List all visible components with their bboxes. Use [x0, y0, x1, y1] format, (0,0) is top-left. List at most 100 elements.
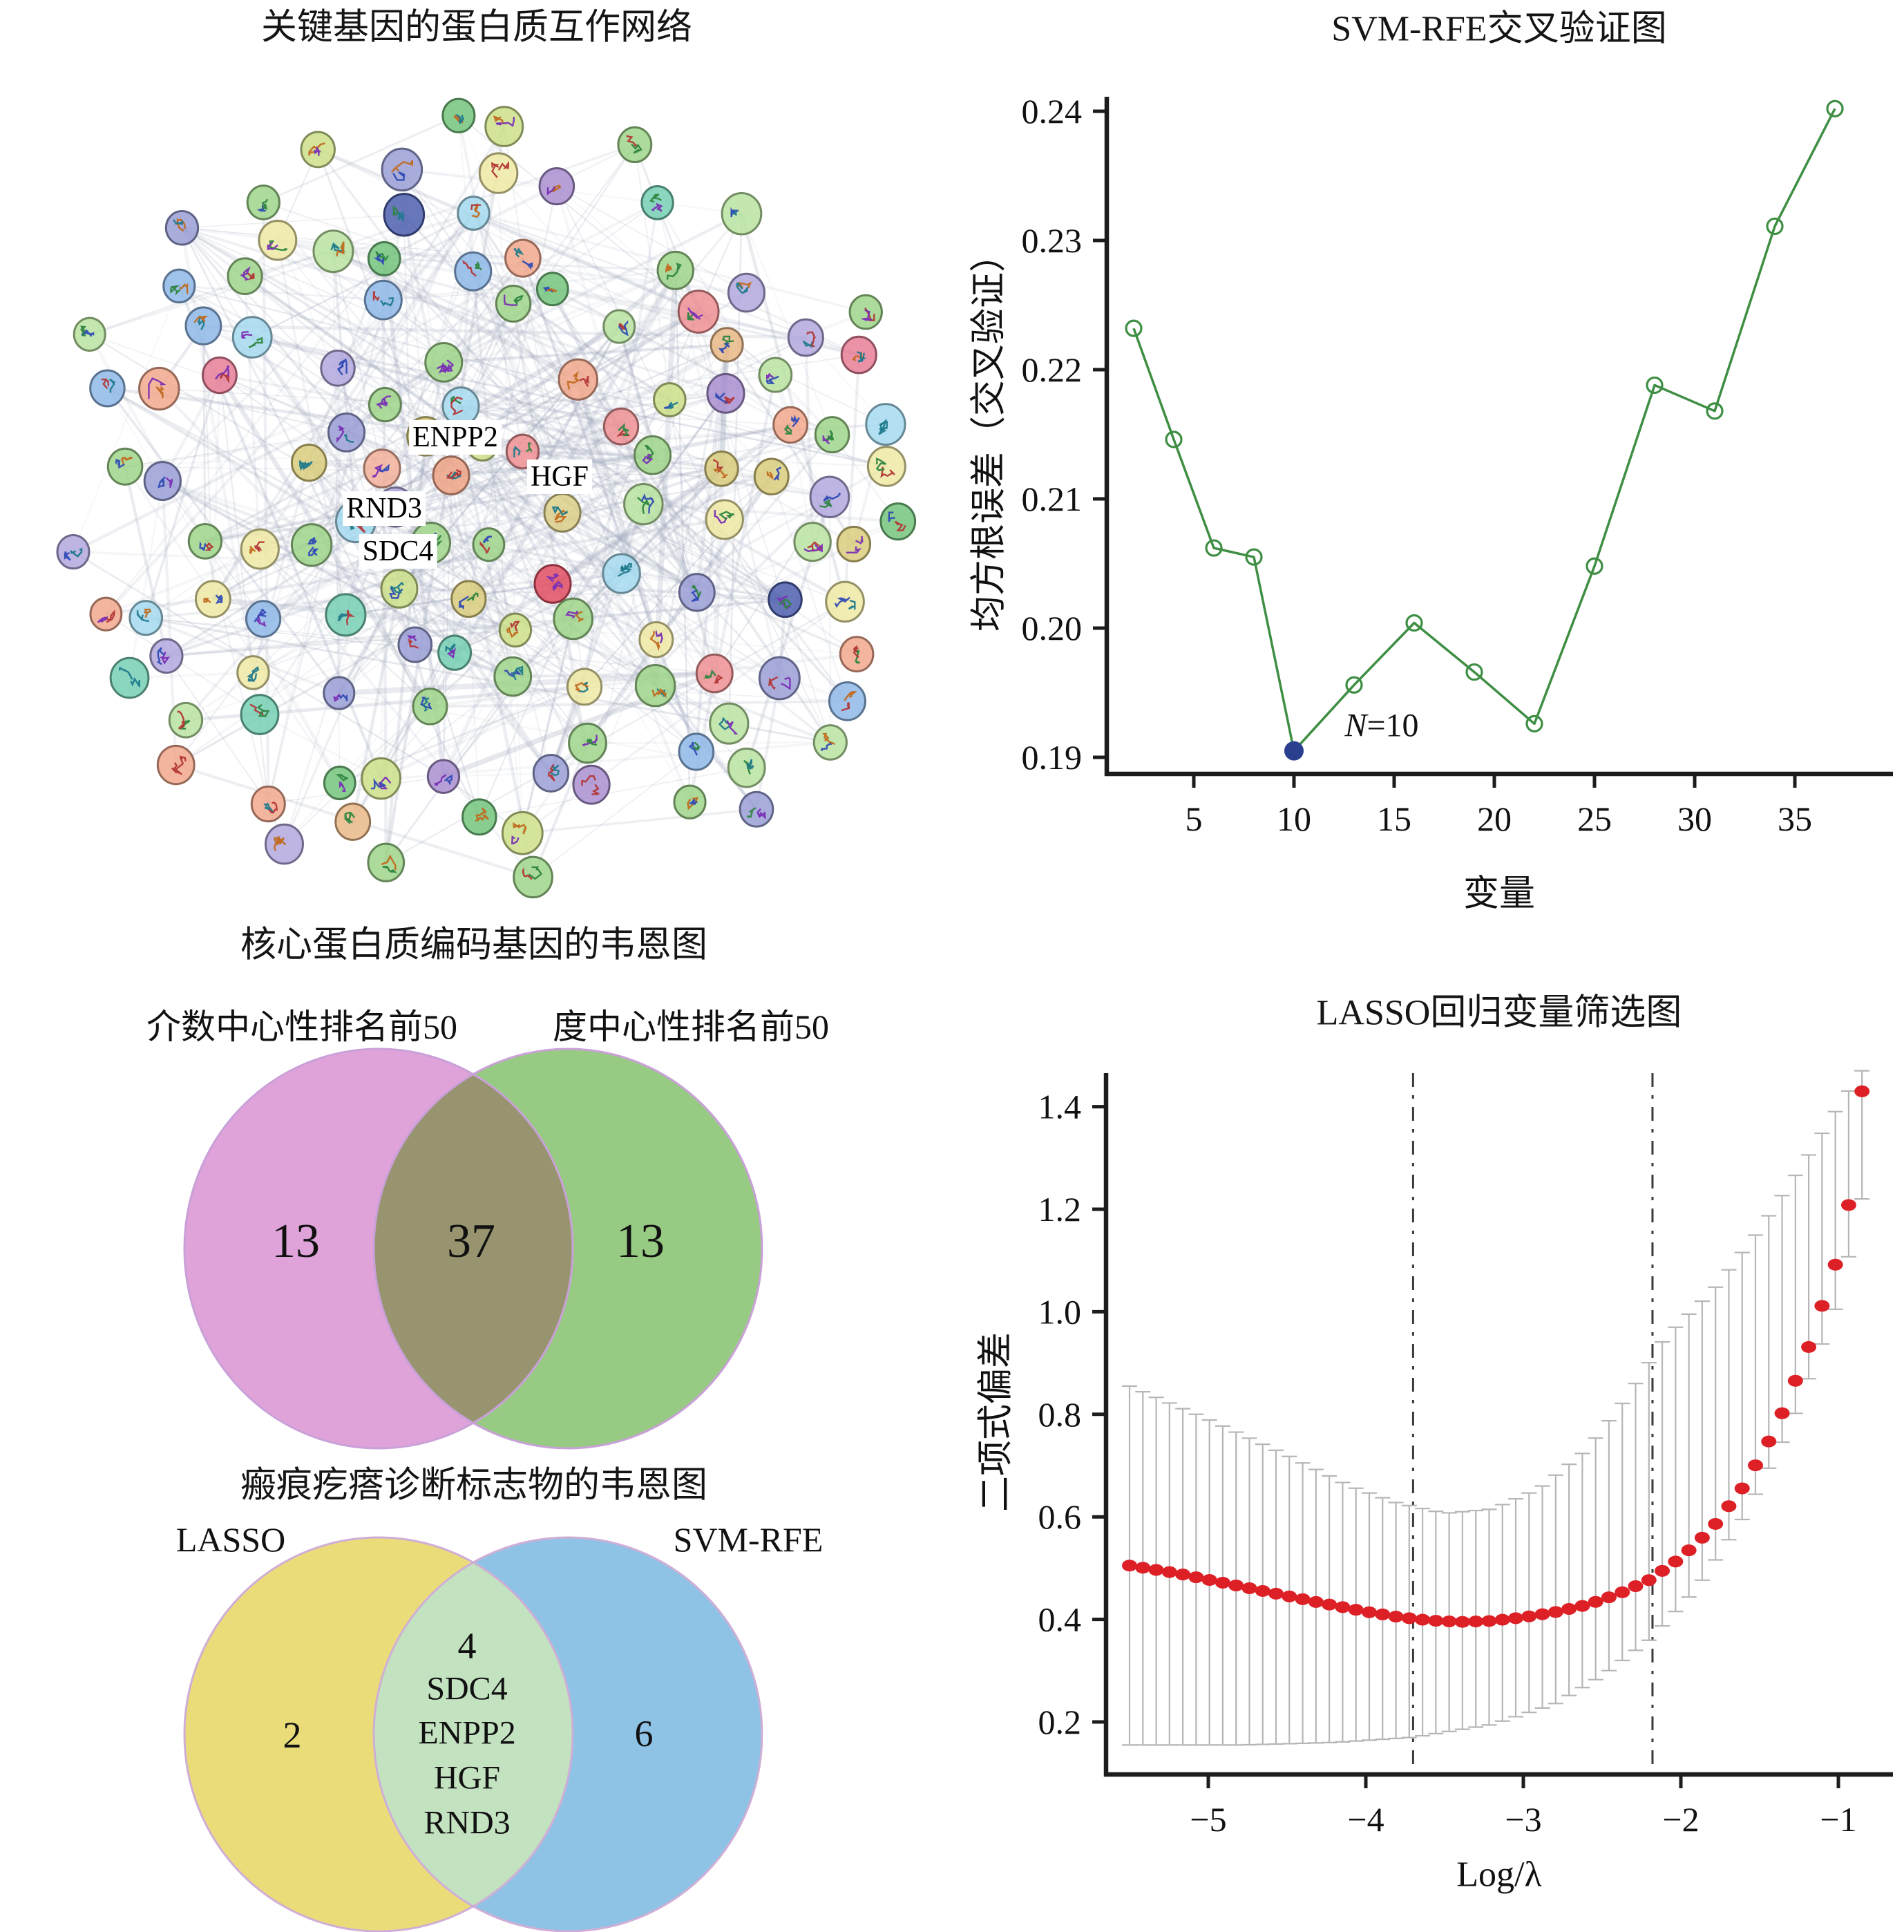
deviance-dot [1628, 1580, 1644, 1593]
protein-structure-squiggle [631, 143, 642, 154]
protein-node [363, 448, 401, 489]
network-edge [106, 387, 341, 694]
network-edge [251, 185, 558, 338]
network-edge [522, 450, 653, 457]
protein-structure-squiggle [546, 186, 556, 196]
network-edge [355, 433, 832, 522]
protein-structure-squiggle [691, 589, 700, 603]
protein-structure-squiggle [713, 467, 728, 478]
x-tick-label: −3 [1505, 1800, 1541, 1839]
protein-structure-squiggle [649, 631, 660, 652]
protein-node [706, 372, 745, 414]
y-tick-label: 0.23 [1022, 221, 1083, 260]
protein-structure-squiggle [730, 207, 739, 218]
protein-structure-squiggle [841, 701, 850, 712]
protein-structure-squiggle [493, 115, 504, 124]
deviance-dot [1255, 1584, 1270, 1597]
protein-structure-squiggle [689, 798, 698, 805]
y-tick-label: 0.19 [1022, 738, 1083, 777]
x-tick-label: 10 [1277, 799, 1311, 838]
protein-structure-squiggle [668, 401, 678, 409]
network-edge [161, 374, 221, 482]
protein-structure-squiggle [422, 697, 430, 712]
deviance-dot [1721, 1500, 1737, 1513]
protein-structure-squiggle [726, 720, 739, 735]
network-edge [332, 251, 357, 522]
network-edge [338, 344, 727, 369]
deviance-dot [1428, 1615, 1444, 1627]
protein-structure-squiggle [220, 372, 229, 384]
deviance-dot [1348, 1604, 1364, 1616]
protein-node [633, 435, 672, 475]
network-edge [276, 240, 347, 616]
protein-structure-squiggle [446, 468, 461, 480]
protein-structure-squiggle [254, 609, 267, 623]
protein-node [638, 621, 674, 659]
deviance-dot [1574, 1600, 1590, 1612]
protein-structure-squiggle [687, 307, 703, 320]
network-edge [202, 325, 207, 542]
protein-structure-squiggle [581, 775, 597, 786]
protein-structure-squiggle [344, 813, 353, 824]
deviance-dot [1241, 1582, 1257, 1594]
protein-node [194, 580, 231, 618]
network-edge [698, 310, 859, 357]
x-tick-label: 35 [1778, 799, 1812, 838]
x-tick-label: 5 [1186, 799, 1203, 838]
protein-node [848, 294, 883, 330]
data-point-marker [1245, 548, 1263, 566]
data-point-marker [1405, 614, 1423, 632]
protein-structure-squiggle [848, 599, 856, 610]
protein-structure-squiggle [269, 240, 288, 251]
protein-structure-squiggle [166, 477, 173, 489]
protein-structure-squiggle [542, 286, 554, 293]
protein-structure-squiggle [618, 320, 629, 337]
protein-node [533, 564, 572, 604]
network-edge [549, 503, 645, 774]
network-edge [204, 466, 383, 543]
svm-line-series [1125, 100, 1844, 761]
protein-structure-squiggle [176, 218, 187, 232]
venn1-left-set-label: 介数中心性排名前50 [146, 1007, 457, 1046]
protein-structure-squiggle [479, 541, 491, 554]
network-edge [383, 404, 517, 631]
network-edge [252, 337, 887, 467]
venn2-overlap-gene-hgf: HGF [433, 1759, 501, 1797]
network-edge [245, 213, 474, 277]
network-edge [178, 285, 780, 679]
protein-structure-squiggle [371, 778, 387, 790]
deviance-dot [1694, 1531, 1710, 1544]
protein-structure-squiggle [510, 621, 520, 632]
network-edge [337, 587, 401, 694]
network-edge [642, 392, 727, 505]
protein-structure-squiggle [438, 359, 455, 374]
network-edge [128, 480, 164, 679]
network-edge [211, 126, 506, 600]
network-edge [460, 405, 622, 428]
protein-structure-squiggle [718, 717, 731, 730]
protein-structure-squiggle [337, 613, 348, 622]
protein-structure-squiggle [687, 312, 695, 321]
x-tick-label: −4 [1347, 1800, 1384, 1839]
x-tick-label: −1 [1820, 1800, 1856, 1839]
deviance-dot [1375, 1608, 1391, 1620]
protein-structure-squiggle [390, 581, 405, 594]
network-edge [381, 520, 899, 779]
venn-right-outline [372, 1536, 763, 1932]
protein-node [164, 209, 200, 246]
network-edge [105, 258, 385, 615]
protein-structure-squiggle [345, 609, 356, 625]
protein-node [673, 784, 707, 820]
protein-structure-squiggle [101, 378, 110, 389]
y-tick-label: 0.21 [1022, 480, 1083, 518]
protein-structure-squiggle [567, 370, 580, 390]
data-point-marker [1826, 100, 1844, 117]
protein-node [656, 250, 694, 290]
gene-label-sdc4: SDC4 [359, 534, 437, 569]
protein-structure-squiggle [834, 596, 850, 608]
deviance-dot [1774, 1407, 1790, 1419]
deviance-dot [1534, 1608, 1550, 1620]
network-edge [125, 424, 886, 468]
network-edge [345, 583, 553, 616]
protein-structure-squiggle [374, 254, 384, 266]
